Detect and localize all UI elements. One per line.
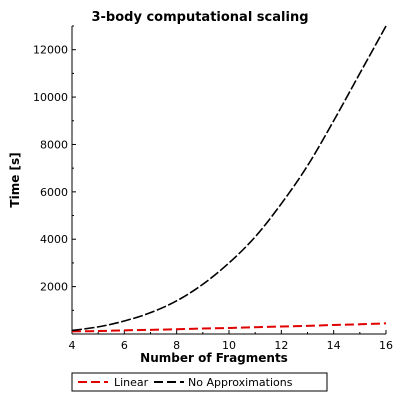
y-tick-label: 12000 — [33, 44, 68, 57]
x-tick-label: 14 — [327, 339, 341, 352]
x-tick-label: 16 — [379, 339, 393, 352]
x-tick-label: 8 — [173, 339, 180, 352]
y-axis-title: Time [s] — [8, 152, 22, 207]
legend-box — [71, 372, 328, 392]
y-tick-label: 10000 — [33, 91, 68, 104]
series-line-no-approximations — [71, 25, 387, 332]
series-layer — [71, 25, 387, 333]
y-tick-label: 8000 — [40, 138, 68, 151]
legend-items: Linear No Approximations — [78, 376, 293, 389]
legend-label: No Approximations — [188, 376, 293, 389]
legend: Linear No Approximations — [71, 372, 328, 392]
chart-title: 3-body computational scaling — [91, 10, 308, 25]
y-tick-label: 6000 — [40, 186, 68, 199]
y-tick-label: 2000 — [40, 281, 68, 294]
x-tick-label: 4 — [69, 339, 76, 352]
y-ticks: 2000 4000 6000 8000 10000 12000 — [33, 25, 76, 311]
x-tick-label: 10 — [222, 339, 236, 352]
legend-label: Linear — [114, 376, 149, 389]
series-line-linear — [71, 322, 387, 333]
x-axis-title: Number of Fragments — [140, 351, 288, 365]
x-tick-label: 6 — [121, 339, 128, 352]
plot-area: 4 6 8 10 12 14 16 2000 4000 6000 8000 10000 12000 — [33, 25, 393, 352]
x-tick-label: 12 — [274, 339, 288, 352]
x-ticks: 4 6 8 10 12 14 16 — [69, 330, 393, 352]
y-tick-label: 4000 — [40, 233, 68, 246]
